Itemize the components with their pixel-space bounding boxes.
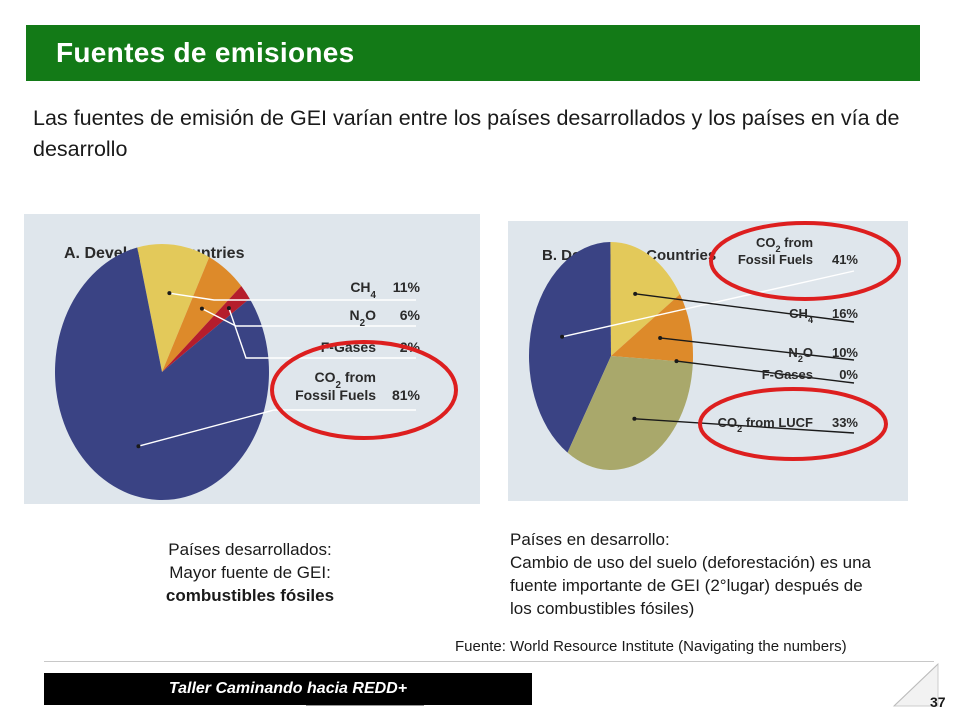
caption-developing-line2: Cambio de uso del suelo (deforestación) … [510,553,871,572]
slice-ch4-value: 16% [832,306,858,321]
slide-title: Fuentes de emisiones [56,37,355,68]
slice-co2-fromfossil-fuels [54,247,269,500]
footer-bar: Taller Caminando hacia REDD+ [44,673,532,705]
slice-f-gases-anchor [226,306,231,311]
slice-co2-fromfossil-fuels-value: 81% [392,387,421,403]
slice-co2-from-lucf-value: 33% [832,415,858,430]
slice-co2-fromfossil-fuels-anchor [136,444,141,449]
slice-n2o-anchor [199,306,204,311]
caption-developed: Países desarrollados: Mayor fuente de GE… [100,538,400,607]
caption-developed-line2: Mayor fuente de GEI: [169,563,331,582]
highlight-circle-fossil-a [270,340,458,440]
slice-co2-fromfossil-fuels-anchor [560,334,565,339]
title-bar: Fuentes de emisiones [26,25,920,81]
chart-a-slices [54,244,269,500]
slice-n2o-anchor [658,335,663,340]
slice-co2-fromfossil-fuels-label: CO2 from [756,235,813,254]
intro-text: Las fuentes de emisión de GEI varían ent… [33,106,900,161]
slice-ch4-anchor [167,291,172,296]
chart-developed-countries: A. Developed Countries CH411%N2O6%F-Gase… [24,214,480,504]
slice-n2o [162,257,242,372]
slice-ch4 [610,242,680,356]
caption-developed-line1: Países desarrollados: [168,540,332,559]
slice-ch4-value: 11% [393,279,421,295]
caption-developed-line3: combustibles fósiles [165,586,335,605]
footer-divider [44,661,934,662]
slice-n2o-label: N2O [350,307,377,329]
slice-ch4-anchor [633,291,638,296]
caption-developing-line4: los combustibles fósiles) [510,599,695,618]
chart-b-leaders [560,270,855,434]
slice-co2-from-lucf [567,356,693,470]
page-curl-icon [892,662,939,707]
highlight-circle-fossil-b [709,221,901,301]
slice-co2-from-lucf-leader [634,418,855,434]
highlight-circle-lucf-b [698,387,888,461]
page-number: 37 [930,694,946,710]
slice-f-gases-leader [228,307,416,359]
slice-n2o-leader [660,337,855,361]
slice-f-gases-leader [676,360,855,384]
slice-n2o-value: 6% [400,307,421,323]
footer-underline [306,705,424,706]
slice-co2-fromfossil-fuels-value: 41% [832,252,858,267]
slice-n2o-leader [201,307,416,327]
slice-n2o-label: N2O [788,345,813,364]
footer-text: Taller Caminando hacia REDD+ [168,680,408,697]
slice-f-gases-value: 0% [839,367,858,382]
slice-co2-fromfossil-fuels-leader [138,409,416,447]
source-note: Fuente: World Resource Institute (Naviga… [455,638,847,655]
slice-co2-fromfossil-fuels-label-line2: Fossil Fuels [295,387,376,403]
slice-co2-from-lucf-anchor [632,416,637,421]
slice-ch4 [137,244,210,372]
slice-ch4-label: CH4 [789,306,814,325]
slice-co2-fromfossil-fuels [529,242,611,453]
chart-b-slices [529,242,693,470]
slice-co2-fromfossil-fuels-label-line2: Fossil Fuels [738,252,813,267]
slice-ch4-leader [169,292,416,301]
caption-developing: Países en desarrollo: Cambio de uso del … [510,528,960,620]
caption-developing-line1: Países en desarrollo: [510,530,670,549]
chart-a-leaders [136,291,416,449]
slice-f-gases-anchor [674,359,679,364]
slice-f-gases-label: F-Gases [762,367,813,382]
slice-co2-from-lucf-label: CO2 from LUCF [718,415,813,434]
slice-co2-fromfossil-fuels-label: CO2 from [315,369,376,391]
caption-developing-line3: fuente importante de GEI (2°lugar) despu… [510,576,863,595]
slice-ch4-label: CH4 [350,279,376,301]
slice-n2o-value: 10% [832,345,858,360]
slice-ch4-leader [635,293,855,323]
